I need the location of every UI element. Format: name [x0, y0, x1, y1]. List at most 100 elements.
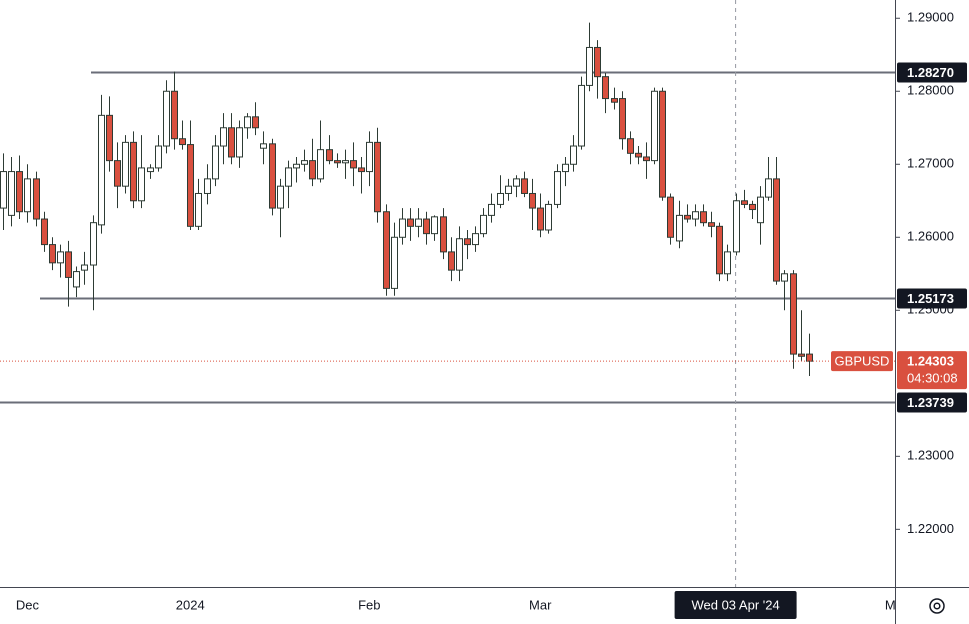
candle-body [708, 222, 715, 227]
candle-body [114, 160, 121, 187]
candle-body [692, 211, 699, 220]
candle-body [57, 251, 64, 264]
last-price-label: 1.24303 [907, 354, 954, 369]
crosshair-badge [674, 591, 797, 619]
candle-body [138, 167, 145, 202]
candle-body [798, 353, 805, 357]
candle-body [163, 90, 170, 147]
candle-body [317, 149, 324, 180]
candle-body [260, 143, 267, 149]
level-label: 1.23739 [907, 395, 954, 410]
candle-body [488, 203, 495, 216]
candle-body [228, 127, 235, 158]
settings-button[interactable] [929, 598, 945, 614]
candle-body [659, 90, 666, 198]
candle-body [765, 178, 772, 198]
plot-area [0, 0, 895, 587]
gear-inner [933, 602, 941, 610]
candle-body [0, 171, 7, 209]
candle-body [106, 114, 113, 162]
candle-body [497, 192, 504, 205]
candle-body [334, 160, 341, 164]
y-tick-label: 1.22000 [907, 521, 954, 536]
candle-body [212, 145, 219, 180]
y-tick-label: 1.23000 [907, 448, 954, 463]
candle-body [147, 167, 154, 173]
candle-body [366, 141, 373, 173]
candle-body [415, 218, 422, 227]
candle-body [65, 251, 72, 278]
candle-body [342, 160, 349, 164]
candle-body [391, 236, 398, 289]
y-tick-label: 1.28000 [907, 83, 954, 98]
level-label: 1.28270 [907, 65, 954, 80]
level-badge [897, 62, 967, 83]
candle-body [301, 160, 308, 165]
candle-body [440, 216, 447, 253]
candle-body [448, 251, 455, 271]
candle-body [8, 171, 15, 216]
candle-body [309, 160, 316, 180]
candle-body [513, 178, 520, 187]
candle-body [570, 145, 577, 165]
candle-body [545, 203, 552, 231]
candle-body [374, 141, 381, 213]
candle-body [431, 216, 438, 235]
candle-body [73, 271, 80, 288]
candle-body [757, 196, 764, 224]
candle-body [244, 116, 251, 129]
candle-body [24, 178, 31, 213]
overlay: 1.290001.280001.270001.260001.250001.230… [16, 10, 967, 619]
candle-body [383, 211, 390, 289]
candle-body [472, 233, 479, 246]
candle-body [521, 178, 528, 194]
level-badge [897, 288, 967, 309]
candle-body [619, 98, 626, 140]
candle-body [220, 127, 227, 147]
candle-body [684, 214, 691, 220]
candle-body [594, 46, 601, 78]
candle-body [33, 178, 40, 220]
candle-body [749, 203, 756, 211]
candle-body [81, 264, 88, 271]
symbol-label: GBPUSD [835, 354, 890, 369]
candle-body [326, 149, 333, 162]
countdown-label: 04:30:08 [907, 371, 958, 386]
candle-body [90, 222, 97, 266]
x-tick-label: Feb [358, 597, 380, 612]
candle-body [464, 238, 471, 246]
candle-body [676, 214, 683, 242]
candle-body [562, 163, 569, 173]
candle-body [611, 98, 618, 103]
candle-body [602, 76, 609, 100]
candle-body [171, 90, 178, 140]
candle-body [529, 192, 536, 209]
symbol-badge [831, 351, 893, 372]
candle-body [41, 218, 48, 246]
y-tick-label: 1.29000 [907, 10, 954, 25]
candle-body [195, 192, 202, 227]
candle-body [700, 211, 707, 224]
candle-body [252, 116, 259, 129]
last-price-badge [897, 351, 967, 390]
candle-body [578, 84, 585, 147]
x-tick-label: Mar [529, 597, 552, 612]
x-tick-label: M [885, 597, 896, 612]
candle-body [733, 200, 740, 253]
candle-body [16, 171, 23, 213]
candle-body [236, 127, 243, 158]
candle-body [586, 46, 593, 86]
y-tick-label: 1.27000 [907, 156, 954, 171]
level-label: 1.25173 [907, 291, 954, 306]
candle-body [635, 152, 642, 158]
candle-body [643, 156, 650, 162]
candle-body [350, 160, 357, 169]
candle-body [407, 218, 414, 227]
candle-body [667, 196, 674, 238]
candle-body [122, 141, 129, 187]
candle-body [651, 90, 658, 162]
candle-body [155, 145, 162, 169]
candle-body [724, 251, 731, 275]
